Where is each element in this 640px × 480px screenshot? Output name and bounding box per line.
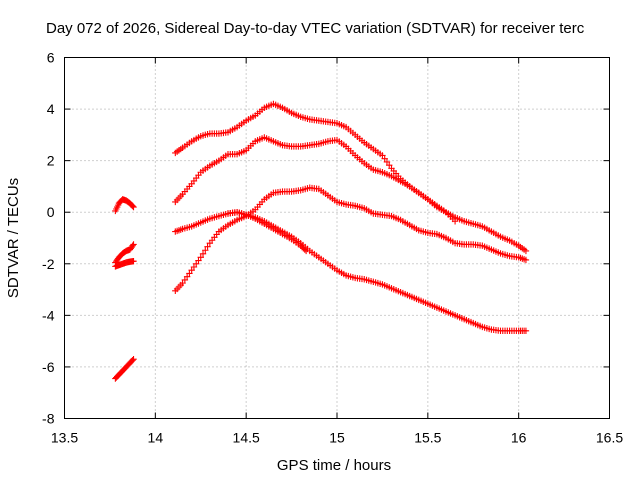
x-tick-label: 16.5 [596, 430, 623, 446]
y-tick-label: -8 [42, 411, 55, 427]
data-point [130, 355, 137, 363]
data-point [181, 276, 189, 284]
y-tick-label: -4 [42, 307, 55, 323]
series-track-b [172, 134, 459, 225]
y-tick-label: -2 [42, 256, 55, 272]
series-track-e [224, 209, 310, 255]
x-axis-title: GPS time / hours [277, 457, 391, 474]
x-tick-label: 13.5 [51, 430, 78, 446]
data-point [186, 270, 193, 277]
y-tick-label: 6 [47, 50, 55, 66]
y-axis-title: SDTVAR / TECUs [5, 178, 22, 298]
data-point [183, 273, 191, 280]
x-tick-label: 15 [329, 430, 345, 446]
x-tick-labels: 13.5 14 14.5 15 15.5 16 16.5 [51, 430, 623, 446]
data-point [190, 263, 198, 271]
data-point [188, 267, 195, 274]
series-track-d-early [112, 355, 137, 382]
data-point [130, 203, 137, 211]
data-point [451, 218, 459, 225]
chart-title: Day 072 of 2026, Sidereal Day-to-day VTE… [46, 20, 585, 37]
series-track-c-early [112, 258, 137, 270]
plot-frame [64, 57, 610, 419]
data-point [379, 152, 386, 159]
series-track-c [172, 209, 530, 335]
series-track-d [172, 184, 530, 295]
data-point [179, 279, 186, 287]
y-tick-label: 4 [47, 101, 55, 117]
data-point [302, 247, 310, 255]
y-tick-labels: -8 -6 -4 -2 0 2 4 6 [42, 50, 55, 427]
x-tick-label: 16 [511, 430, 527, 446]
y-tick-label: -6 [42, 359, 55, 375]
data-point [129, 242, 136, 249]
data-point [301, 246, 308, 253]
series-track-a-early [112, 196, 137, 215]
data-point [202, 247, 209, 254]
data-point [197, 254, 204, 261]
data-point [383, 158, 391, 166]
data-point [129, 356, 136, 364]
data-point [130, 258, 137, 265]
x-tick-label: 15.5 [414, 430, 441, 446]
data-point [193, 260, 200, 267]
series-track-a [172, 100, 530, 255]
data-point [204, 243, 211, 250]
data-point [199, 250, 207, 257]
grid-lines [64, 57, 610, 419]
data-point [522, 327, 530, 335]
data-point [129, 202, 136, 210]
data-point [522, 256, 530, 264]
y-tick-label: 0 [47, 204, 55, 220]
x-tick-label: 14.5 [233, 430, 260, 446]
data-point [386, 161, 393, 169]
y-tick-label: 2 [47, 153, 55, 169]
data-point [522, 247, 530, 255]
data-point [381, 155, 388, 162]
x-tick-label: 14 [148, 430, 164, 446]
data-point [130, 241, 137, 248]
data-point [195, 257, 202, 264]
data-marks [112, 100, 530, 382]
